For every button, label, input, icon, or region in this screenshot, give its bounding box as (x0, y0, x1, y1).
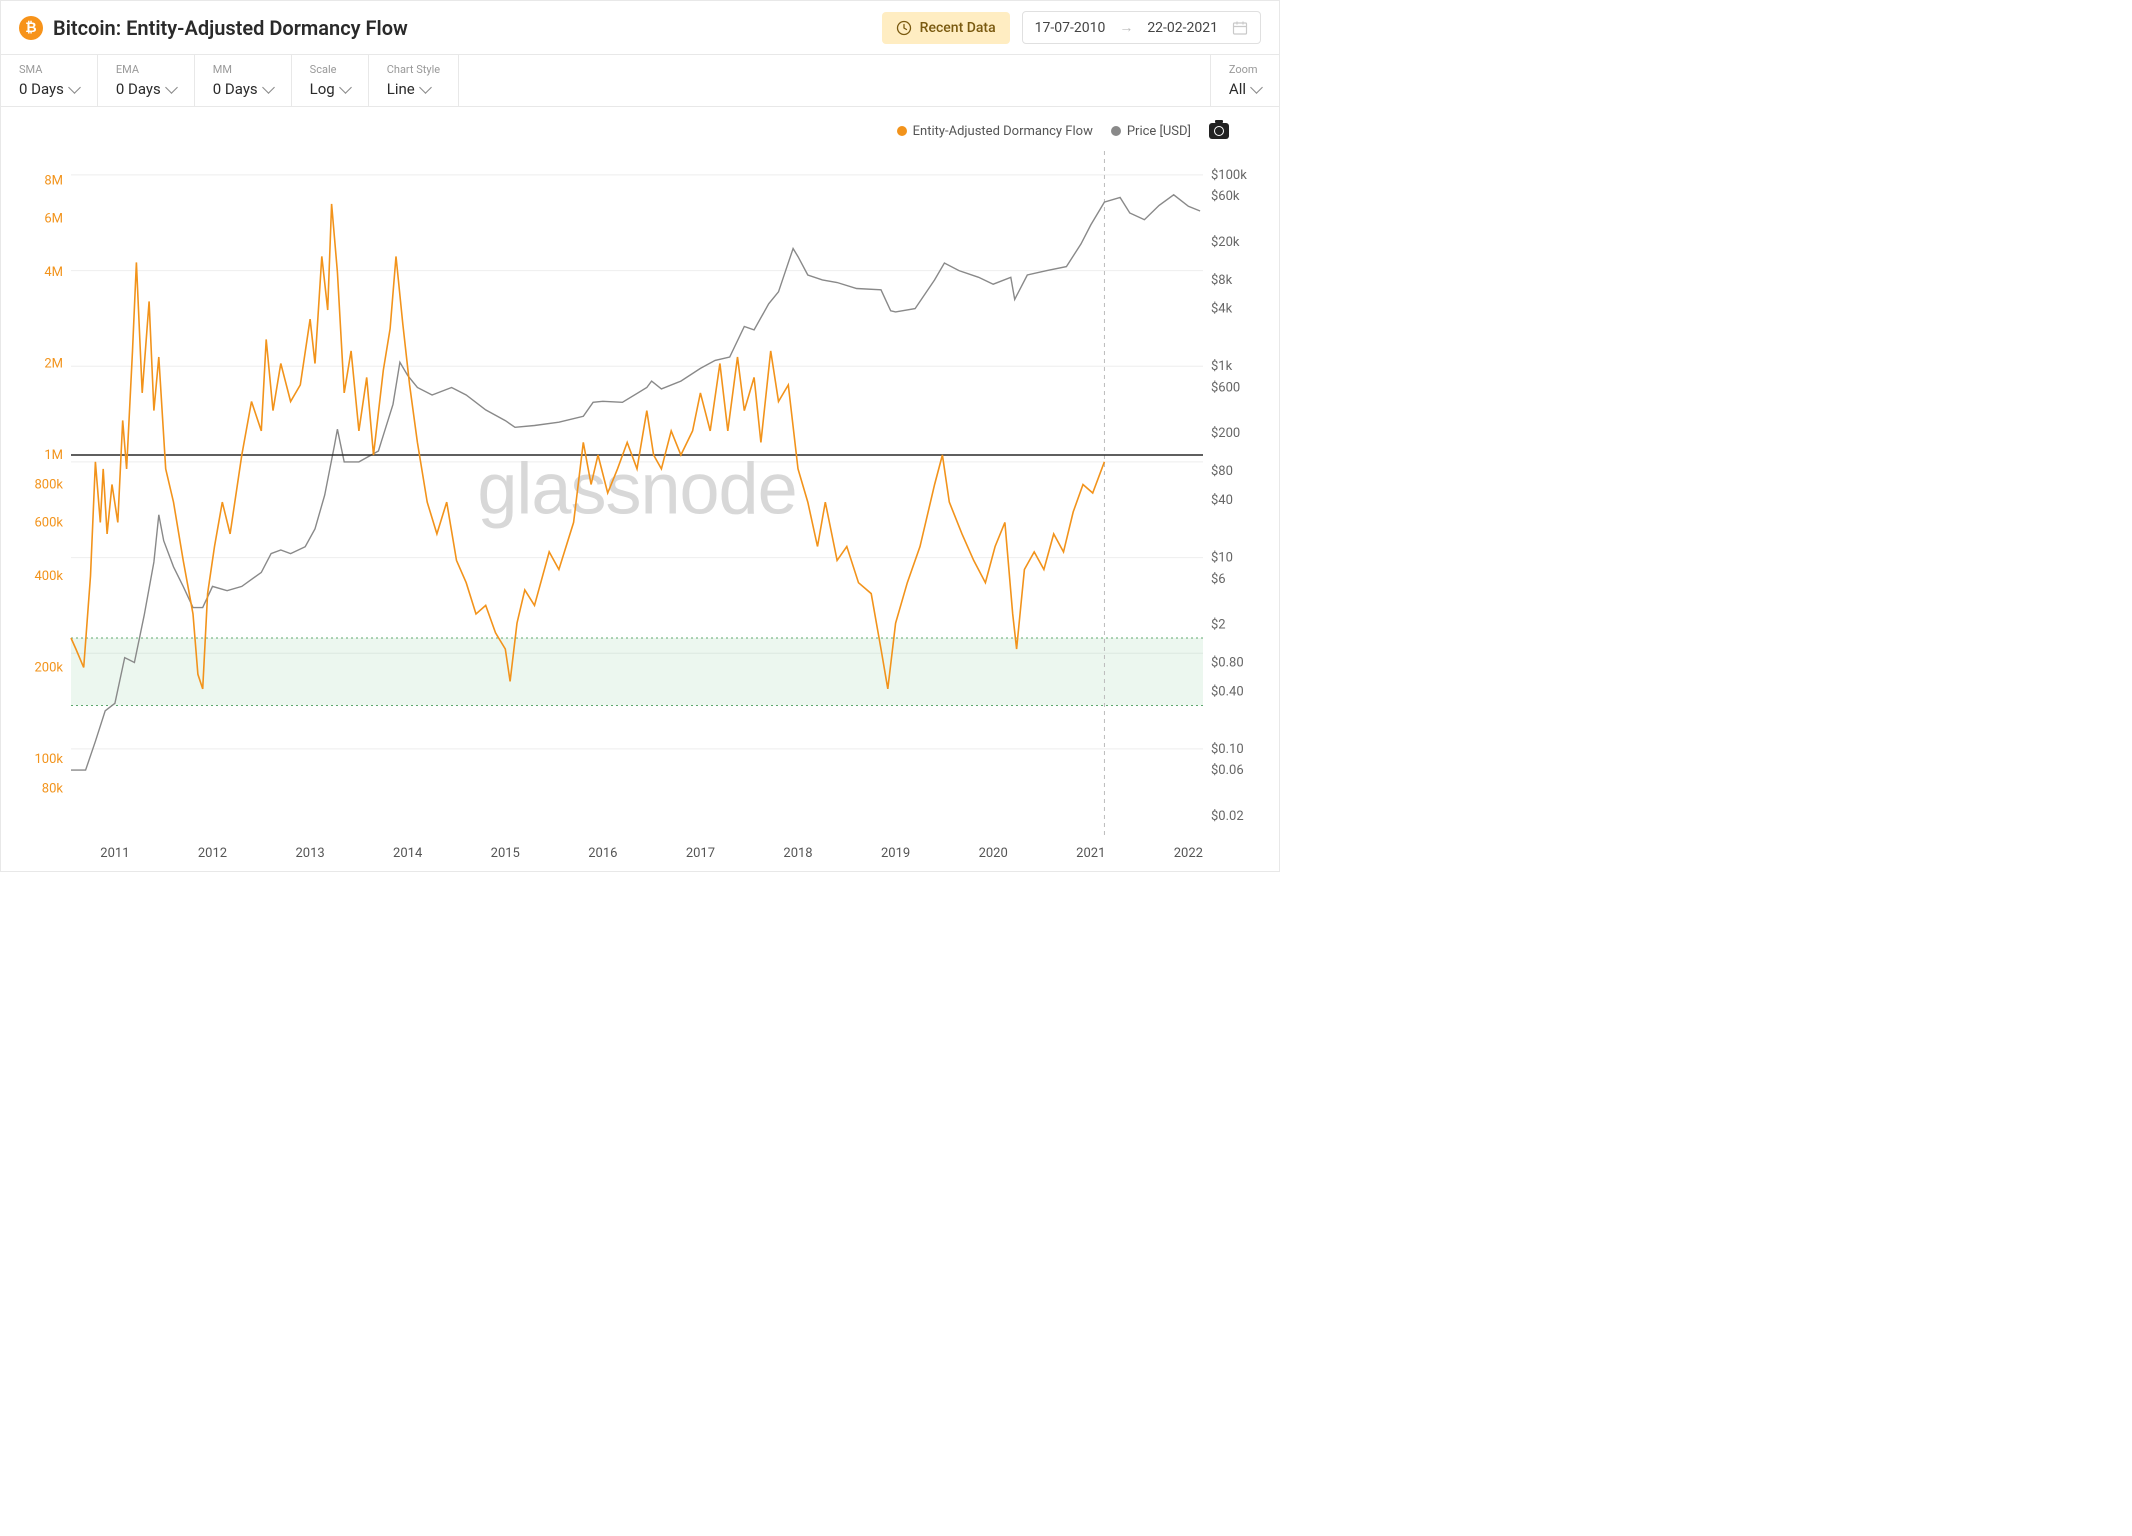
svg-text:800k: 800k (34, 477, 63, 492)
svg-text:$2: $2 (1211, 617, 1226, 632)
chart-plot[interactable]: glassnode 80k 100k 200k 400k 600k 800k 1M 2M 4M 6M… (19, 143, 1263, 863)
svg-text:6M: 6M (44, 211, 63, 226)
svg-text:$60k: $60k (1211, 189, 1240, 204)
legend-label-price: Price [USD] (1127, 124, 1191, 139)
legend: Entity-Adjusted Dormancy Flow Price [USD… (19, 117, 1261, 143)
svg-text:$40: $40 (1211, 493, 1233, 508)
svg-text:2012: 2012 (198, 846, 227, 861)
chevron-down-icon (1250, 81, 1263, 94)
tool-mm[interactable]: MM 0 Days (195, 55, 292, 106)
svg-text:400k: 400k (34, 569, 63, 584)
legend-label-flow: Entity-Adjusted Dormancy Flow (913, 124, 1093, 139)
svg-text:$0.02: $0.02 (1211, 809, 1244, 824)
svg-text:2013: 2013 (295, 846, 324, 861)
legend-dot-orange (897, 126, 907, 136)
svg-text:2019: 2019 (881, 846, 910, 861)
tool-chart-style[interactable]: Chart Style Line (369, 55, 459, 106)
svg-text:2015: 2015 (491, 846, 520, 861)
svg-text:$0.06: $0.06 (1211, 763, 1244, 778)
tool-sma-value: 0 Days (19, 80, 64, 98)
chevron-down-icon (262, 81, 275, 94)
tool-ema-label: EMA (116, 63, 176, 76)
svg-text:8M: 8M (44, 173, 63, 188)
chevron-down-icon (419, 81, 432, 94)
tool-ema-value: 0 Days (116, 80, 161, 98)
svg-text:$6: $6 (1211, 572, 1226, 587)
svg-text:2020: 2020 (979, 846, 1008, 861)
tool-mm-value: 0 Days (213, 80, 258, 98)
tool-zoom-label: Zoom (1229, 63, 1261, 76)
svg-text:1M: 1M (44, 448, 63, 463)
date-arrow-icon: → (1119, 19, 1133, 36)
header: ₿ Bitcoin: Entity-Adjusted Dormancy Flow… (1, 1, 1279, 55)
tool-zoom-value: All (1229, 80, 1246, 98)
tool-ema[interactable]: EMA 0 Days (98, 55, 195, 106)
date-range-picker[interactable]: 17-07-2010 → 22-02-2021 (1022, 11, 1261, 44)
date-to: 22-02-2021 (1147, 20, 1218, 36)
clock-icon (896, 20, 912, 36)
svg-text:200k: 200k (34, 660, 63, 675)
svg-text:$600: $600 (1211, 380, 1240, 395)
tool-style-label: Chart Style (387, 63, 440, 76)
toolbar: SMA 0 Days EMA 0 Days MM 0 Days Scale Lo… (1, 55, 1279, 107)
svg-text:$10: $10 (1211, 551, 1233, 566)
calendar-icon (1232, 20, 1248, 36)
svg-text:$0.80: $0.80 (1211, 656, 1244, 671)
recent-data-label: Recent Data (920, 20, 996, 36)
tool-sma[interactable]: SMA 0 Days (1, 55, 98, 106)
svg-text:$8k: $8k (1211, 273, 1233, 288)
svg-text:4M: 4M (44, 265, 63, 280)
svg-text:$4k: $4k (1211, 302, 1233, 317)
chevron-down-icon (339, 81, 352, 94)
svg-text:$20k: $20k (1211, 235, 1240, 250)
camera-icon[interactable] (1209, 123, 1229, 139)
chevron-down-icon (165, 81, 178, 94)
page-title: Bitcoin: Entity-Adjusted Dormancy Flow (53, 16, 408, 40)
date-from: 17-07-2010 (1035, 20, 1106, 36)
recent-data-button[interactable]: Recent Data (882, 12, 1010, 44)
svg-text:2014: 2014 (393, 846, 423, 861)
svg-text:$1k: $1k (1211, 359, 1233, 374)
svg-text:100k: 100k (34, 752, 63, 767)
svg-text:2016: 2016 (588, 846, 617, 861)
tool-style-value: Line (387, 80, 415, 98)
svg-text:$200: $200 (1211, 426, 1240, 441)
svg-text:glassnode: glassnode (477, 450, 796, 530)
legend-item-price[interactable]: Price [USD] (1111, 124, 1191, 139)
svg-text:$100k: $100k (1211, 168, 1247, 183)
svg-text:$0.40: $0.40 (1211, 684, 1244, 699)
svg-text:$80: $80 (1211, 464, 1233, 479)
svg-text:$0.10: $0.10 (1211, 742, 1244, 757)
svg-text:80k: 80k (42, 781, 64, 796)
svg-text:2011: 2011 (100, 846, 129, 861)
header-right: Recent Data 17-07-2010 → 22-02-2021 (882, 11, 1261, 44)
legend-item-flow[interactable]: Entity-Adjusted Dormancy Flow (897, 124, 1093, 139)
chevron-down-icon (68, 81, 81, 94)
app-container: ₿ Bitcoin: Entity-Adjusted Dormancy Flow… (0, 0, 1280, 872)
svg-text:2021: 2021 (1076, 846, 1105, 861)
svg-text:2018: 2018 (783, 846, 812, 861)
tool-scale[interactable]: Scale Log (292, 55, 369, 106)
svg-text:2017: 2017 (686, 846, 715, 861)
svg-text:2022: 2022 (1174, 846, 1203, 861)
svg-text:2M: 2M (44, 356, 63, 371)
legend-dot-gray (1111, 126, 1121, 136)
tool-scale-value: Log (310, 80, 335, 98)
chart-svg: glassnode 80k 100k 200k 400k 600k 800k 1M 2M 4M 6M… (19, 143, 1263, 863)
tool-zoom[interactable]: Zoom All (1210, 55, 1279, 106)
chart-region: Entity-Adjusted Dormancy Flow Price [USD… (1, 107, 1279, 871)
svg-text:600k: 600k (34, 515, 63, 530)
tool-sma-label: SMA (19, 63, 79, 76)
toolbar-spacer (459, 55, 1210, 106)
bitcoin-icon: ₿ (19, 16, 43, 40)
tool-scale-label: Scale (310, 63, 350, 76)
header-left: ₿ Bitcoin: Entity-Adjusted Dormancy Flow (19, 16, 408, 40)
tool-mm-label: MM (213, 63, 273, 76)
